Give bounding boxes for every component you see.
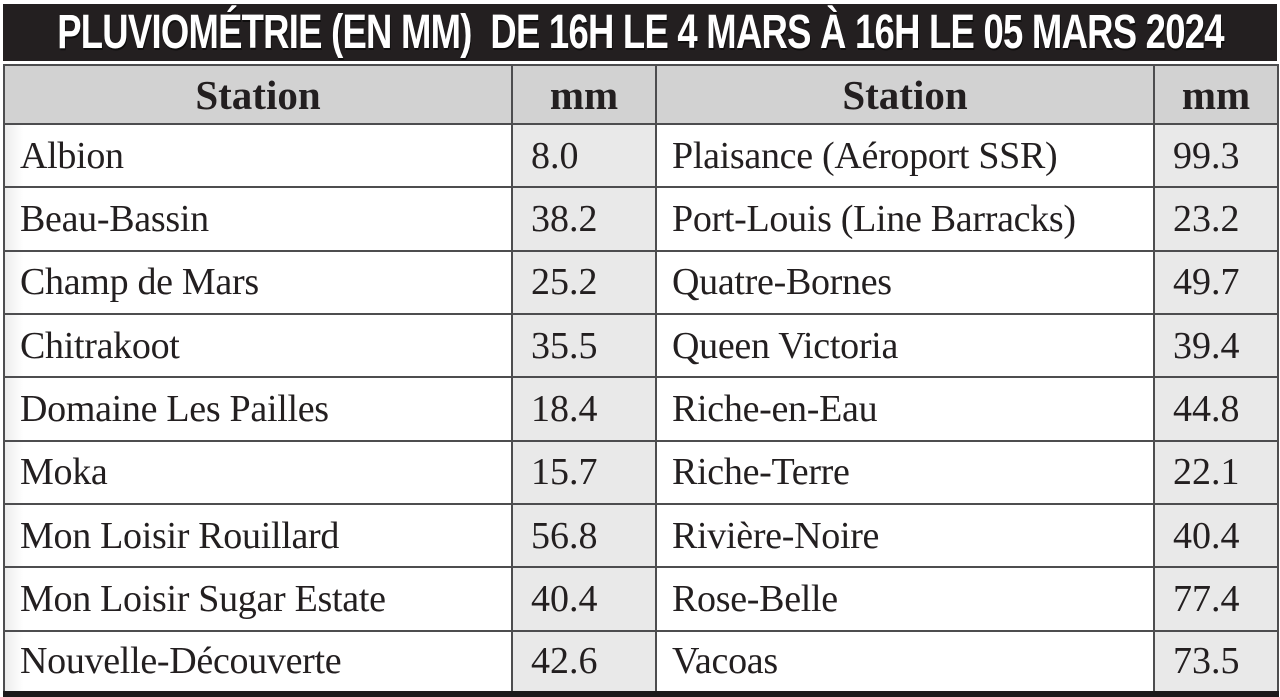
station-cell: Vacoas bbox=[655, 629, 1155, 696]
mm-value-cell: 8.0 bbox=[511, 122, 657, 189]
station-cell: Plaisance (Aéroport SSR) bbox=[655, 122, 1155, 189]
station-cell: Albion bbox=[3, 122, 513, 189]
station-cell: Domaine Les Pailles bbox=[3, 376, 513, 442]
station-cell: Rose-Belle bbox=[655, 566, 1155, 632]
table-row: Moka 15.7 Riche-Terre 22.1 bbox=[3, 439, 1279, 505]
mm-value-cell: 40.4 bbox=[1153, 502, 1279, 569]
rainfall-table: Station mm Station mm Albion 8.0 Plaisance… bbox=[3, 64, 1279, 697]
mm-value-cell: 99.3 bbox=[1153, 122, 1279, 189]
mm-value-cell: 77.4 bbox=[1153, 566, 1279, 632]
title-bar: PLUVIOMÉTRIE (EN MM) DE 16H LE 4 MARS À … bbox=[3, 4, 1277, 61]
table-row: Chitrakoot 35.5 Queen Victoria 39.4 bbox=[3, 312, 1279, 379]
station-cell: Port-Louis (Line Barracks) bbox=[655, 186, 1155, 252]
station-cell: Champ de Mars bbox=[3, 249, 513, 315]
station-cell: Riche-en-Eau bbox=[655, 376, 1155, 442]
column-header-station-left: Station bbox=[3, 64, 513, 125]
station-cell: Nouvelle-Découverte bbox=[3, 629, 513, 696]
column-header-station-right: Station bbox=[655, 64, 1155, 125]
mm-value-cell: 42.6 bbox=[511, 629, 657, 696]
table-row: Mon Loisir Rouillard 56.8 Rivière-Noire 40.… bbox=[3, 502, 1279, 569]
station-cell: Queen Victoria bbox=[655, 312, 1155, 379]
mm-value-cell: 73.5 bbox=[1153, 629, 1279, 696]
table-row: Nouvelle-Découverte 42.6 Vacoas 73.5 bbox=[3, 629, 1279, 696]
station-cell: Rivière-Noire bbox=[655, 502, 1155, 569]
mm-value-cell: 39.4 bbox=[1153, 312, 1279, 379]
mm-value-cell: 15.7 bbox=[511, 439, 657, 505]
mm-value-cell: 49.7 bbox=[1153, 249, 1279, 315]
table-row: Domaine Les Pailles 18.4 Riche-en-Eau 44.8 bbox=[3, 376, 1279, 442]
table-row: Mon Loisir Sugar Estate 40.4 Rose-Belle 77.… bbox=[3, 566, 1279, 632]
table-body: Albion 8.0 Plaisance (Aéroport SSR) 99.3 Bea… bbox=[3, 122, 1279, 696]
station-cell: Beau-Bassin bbox=[3, 186, 513, 252]
mm-value-cell: 25.2 bbox=[511, 249, 657, 315]
table-row: Albion 8.0 Plaisance (Aéroport SSR) 99.3 bbox=[3, 122, 1279, 189]
mm-value-cell: 56.8 bbox=[511, 502, 657, 569]
mm-value-cell: 38.2 bbox=[511, 186, 657, 252]
header-row: Station mm Station mm bbox=[3, 64, 1279, 125]
mm-value-cell: 18.4 bbox=[511, 376, 657, 442]
mm-value-cell: 35.5 bbox=[511, 312, 657, 379]
mm-value-cell: 40.4 bbox=[511, 566, 657, 632]
station-cell: Mon Loisir Rouillard bbox=[3, 502, 513, 569]
mm-value-cell: 23.2 bbox=[1153, 186, 1279, 252]
column-header-mm-left: mm bbox=[511, 64, 657, 125]
column-header-mm-right: mm bbox=[1153, 64, 1279, 125]
station-cell: Moka bbox=[3, 439, 513, 505]
mm-value-cell: 22.1 bbox=[1153, 439, 1279, 505]
mm-value-cell: 44.8 bbox=[1153, 376, 1279, 442]
table-row: Beau-Bassin 38.2 Port-Louis (Line Barracks… bbox=[3, 186, 1279, 252]
table-row: Champ de Mars 25.2 Quatre-Bornes 49.7 bbox=[3, 249, 1279, 315]
station-cell: Riche-Terre bbox=[655, 439, 1155, 505]
page-title: PLUVIOMÉTRIE (EN MM) DE 16H LE 4 MARS À … bbox=[56, 6, 1224, 59]
station-cell: Quatre-Bornes bbox=[655, 249, 1155, 315]
station-cell: Chitrakoot bbox=[3, 312, 513, 379]
station-cell: Mon Loisir Sugar Estate bbox=[3, 566, 513, 632]
